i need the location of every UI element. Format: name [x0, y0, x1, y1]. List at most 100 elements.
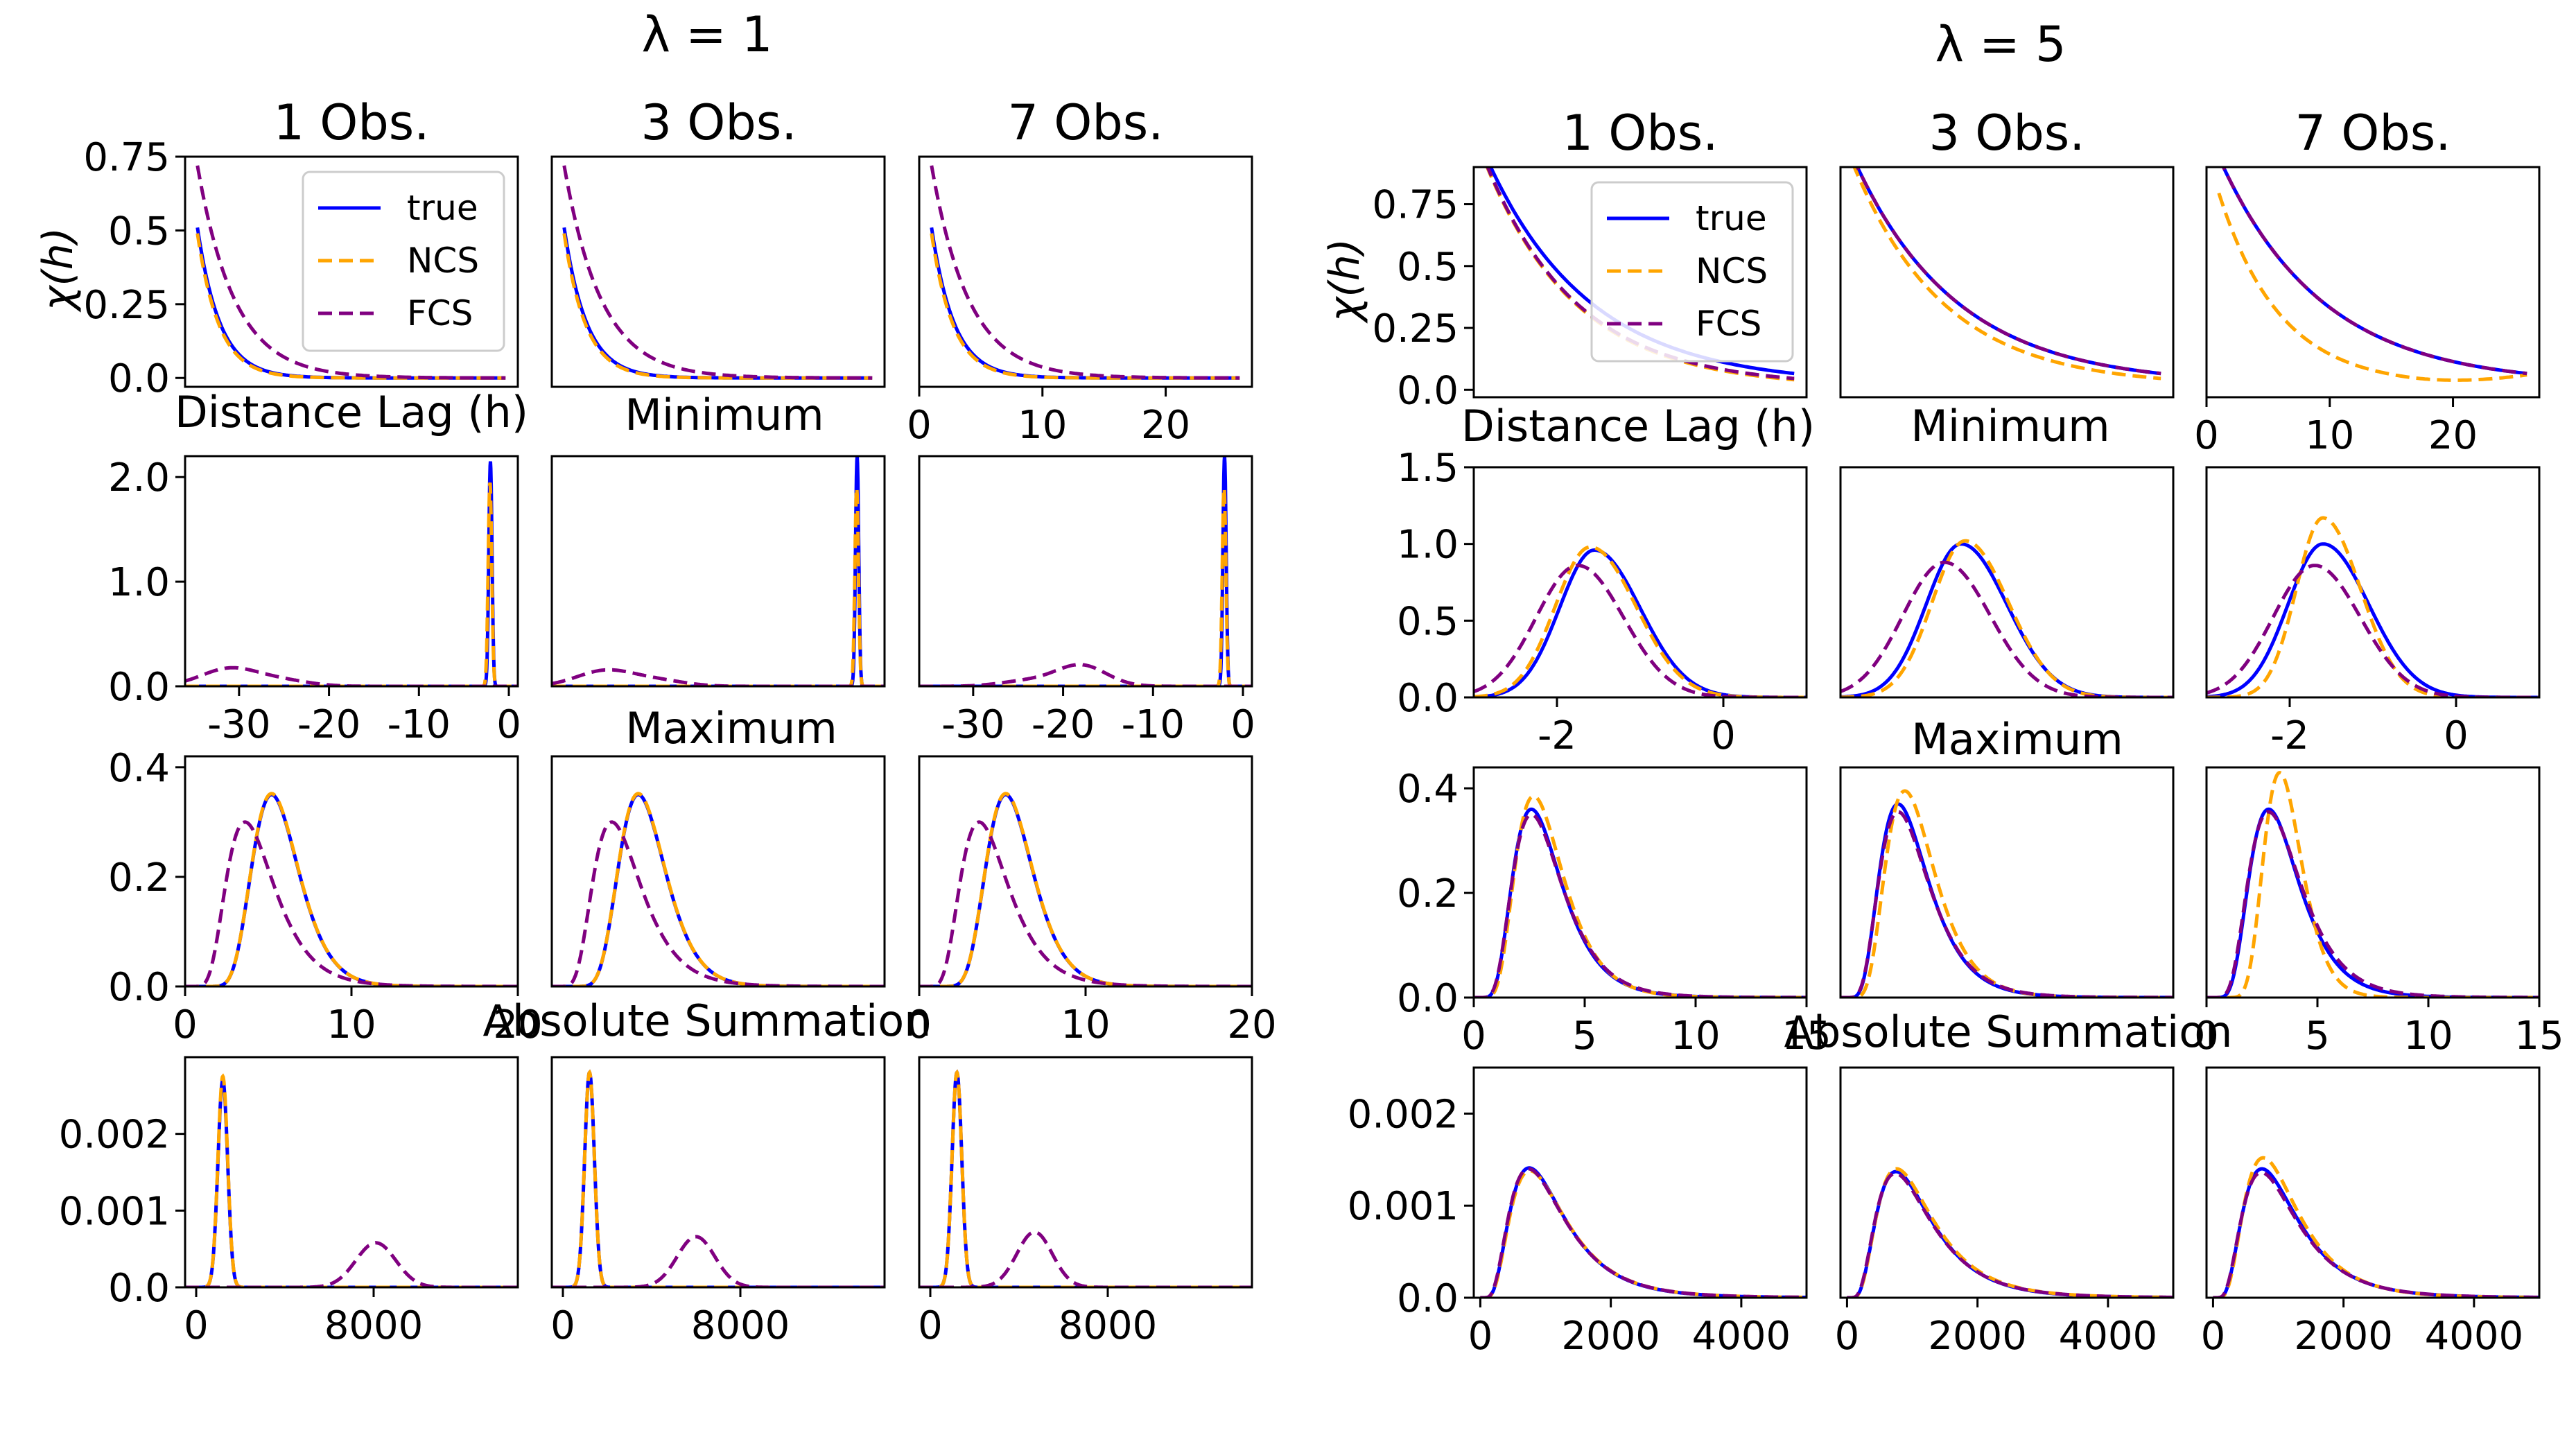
axes-frame: [550, 155, 886, 388]
series-ncs-line: [919, 792, 1252, 986]
x-tick-label: -30: [941, 702, 1004, 747]
x-tick-label: -20: [1032, 702, 1095, 747]
row-title-g1-min: Minimum: [625, 390, 824, 440]
axes-frame: [2205, 766, 2541, 999]
row-title-g1-abssum: Absolute Summation: [483, 995, 932, 1046]
lambda-title-left: λ = 1: [641, 6, 772, 63]
x-tick-label: 4000: [2059, 1314, 2158, 1359]
x-tick-label: 0: [1468, 1314, 1493, 1359]
axes-frame: [184, 455, 519, 688]
y-tick-label: 0.0: [108, 356, 170, 401]
y-tick-label: 2.0: [108, 455, 170, 501]
x-tick-label: -30: [207, 702, 270, 747]
series-ncs-line: [1474, 545, 1807, 697]
col-title-g2-3: 7 Obs.: [2295, 105, 2451, 162]
panel-g1-r3-c2: 0 8000: [918, 1056, 1253, 1348]
x-tick-label: 10: [327, 1002, 376, 1047]
x-tick-label: -10: [1122, 702, 1185, 747]
series-fcs-line: [1480, 1167, 1807, 1298]
x-tick-label: 0: [907, 403, 932, 448]
x-tick-label: 10: [1061, 1002, 1110, 1047]
panel-g1-r2-c1: [550, 755, 886, 988]
series-true-line: [2221, 167, 2527, 376]
x-tick-label: 4000: [2425, 1314, 2524, 1359]
x-tick-label: -10: [388, 702, 451, 747]
axes-frame: [918, 155, 1253, 388]
series-ncs-line: [2213, 1156, 2539, 1298]
x-tick-label: 2000: [1561, 1314, 1660, 1359]
y-tick-label: 0.5: [1397, 245, 1459, 290]
x-tick-label: 8000: [691, 1303, 790, 1348]
x-tick-label: -20: [297, 702, 360, 747]
row-title-g2-min: Minimum: [1911, 401, 2109, 451]
series-fcs-line: [2213, 1170, 2539, 1298]
y-tick-label: 0.5: [108, 209, 170, 254]
x-tick-label: 0: [2194, 1013, 2219, 1059]
y-tick-label: 0.0: [1397, 368, 1459, 413]
x-tick-label: 0: [1711, 713, 1736, 758]
series-ncs-line: [552, 1069, 885, 1287]
y-tick-label: 1.0: [1397, 523, 1459, 568]
axes-frame: [1839, 1066, 2175, 1299]
x-tick-label: 0: [2201, 1314, 2226, 1359]
lambda-title-right: λ = 5: [1935, 16, 2066, 73]
legend-label-ncs: NCS: [1696, 251, 1768, 291]
panel-g2-r0-c0: 0.0 0.25 0.5 0.75 true NCS FCS: [1372, 166, 1808, 413]
series-ncs-line: [2207, 771, 2539, 998]
series-fcs-line: [919, 663, 1252, 686]
y-label-g1: χ(h): [34, 227, 82, 313]
x-tick-label: 20: [1227, 1002, 1276, 1047]
y-tick-label: 0.5: [1397, 599, 1459, 644]
y-tick-label: 0.2: [108, 855, 170, 900]
legend-label-fcs: FCS: [407, 293, 473, 333]
axes-frame: [550, 755, 886, 988]
x-tick-label: 5: [2305, 1013, 2330, 1059]
y-tick-label: 1.5: [1397, 446, 1459, 491]
x-tick-label: 4000: [1692, 1314, 1791, 1359]
series-fcs-line: [1847, 1172, 2173, 1298]
col-title-g1-3: 7 Obs.: [1007, 94, 1163, 151]
axes-frame: [2205, 1066, 2541, 1299]
axes-frame: [918, 455, 1253, 688]
panel-g2-r0-c2: 0 10 20: [2194, 166, 2541, 458]
legend-label-ncs: NCS: [407, 241, 479, 281]
col-title-g1-1: 1 Obs.: [273, 94, 429, 151]
series-ncs-line: [562, 233, 873, 380]
axes-frame: [550, 455, 886, 688]
axes-frame: [184, 155, 519, 388]
series-true-line: [1474, 807, 1807, 998]
y-tick-label: 0.25: [83, 283, 170, 328]
x-tick-label: 0: [550, 1303, 575, 1348]
series-fcs-line: [1855, 167, 2161, 376]
col-title-g1-2: 3 Obs.: [641, 94, 797, 151]
y-tick-label: 0.75: [1372, 183, 1459, 228]
panel-g1-r0-c1: [550, 155, 886, 388]
x-tick-label: 15: [1782, 1013, 1831, 1059]
axes-frame: [550, 1056, 886, 1289]
series-fcs-line: [2207, 810, 2539, 998]
series-true-line: [562, 227, 873, 380]
series-true-line: [1840, 802, 2173, 998]
axes-frame: [1839, 166, 2175, 399]
y-tick-label: 0.001: [1348, 1184, 1459, 1229]
y-tick-label: 0.2: [1397, 871, 1459, 916]
legend-box: [302, 171, 505, 352]
series-true-line: [1480, 1166, 1807, 1298]
y-tick-label: 0.75: [83, 135, 170, 180]
panel-g1-r3-c0: 0.0 0.001 0.002 0 8000: [59, 1056, 519, 1348]
panel-g1-r0-c2: 0 10 20: [907, 155, 1253, 448]
series-ncs-line: [2217, 192, 2527, 382]
series-fcs-line: [1474, 812, 1807, 998]
series-true-line: [1847, 1169, 2173, 1298]
panel-g1-r1-c1: [550, 455, 886, 688]
panel-g2-r3-c0: 0.0 0.001 0.002 0 2000 4000: [1348, 1066, 1808, 1359]
panel-g2-r1-c2: -2 0: [2205, 466, 2541, 758]
axes-frame: [1472, 766, 1808, 999]
y-tick-label: 0.0: [108, 965, 170, 1010]
axes-frame: [2205, 466, 2541, 699]
series-ncs-line: [185, 792, 518, 986]
series-true-line: [552, 456, 885, 686]
x-tick-label: 20: [2428, 413, 2478, 458]
